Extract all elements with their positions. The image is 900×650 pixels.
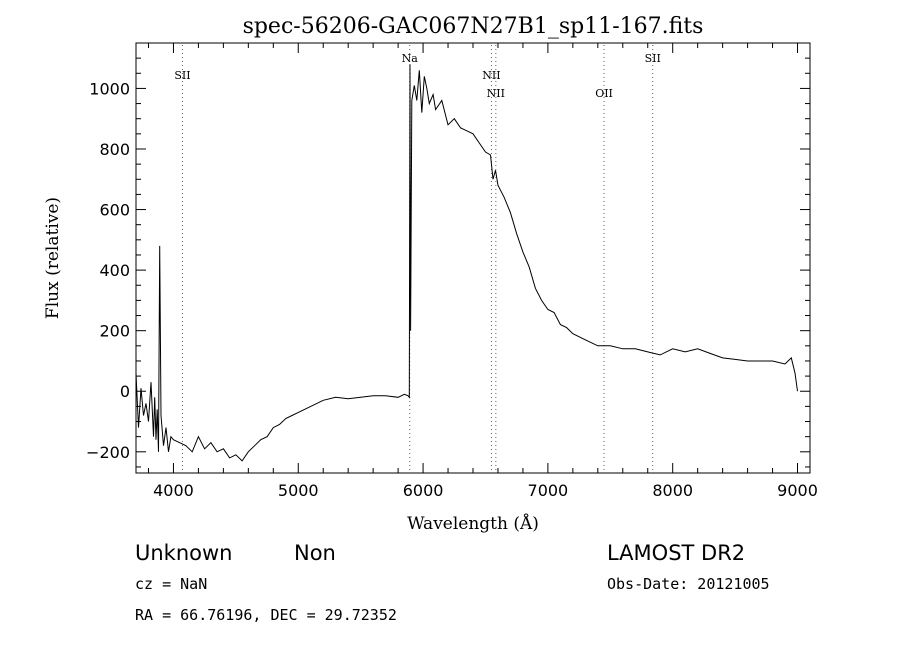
y-tick-label: 400 xyxy=(99,261,130,280)
spectral-line-label: NII xyxy=(482,69,500,82)
obs-date-text: Obs-Date: 20121005 xyxy=(607,575,770,593)
survey-label: LAMOST DR2 xyxy=(607,541,745,565)
y-tick-label: 0 xyxy=(120,382,130,401)
spectral-line-label: NII xyxy=(487,87,505,100)
y-tick-label: 800 xyxy=(99,140,130,159)
x-tick-label: 7000 xyxy=(528,481,569,500)
spectral-line-label: OII xyxy=(595,87,613,100)
x-tick-label: 4000 xyxy=(153,481,194,500)
y-axis-title: Flux (relative) xyxy=(43,197,63,319)
y-tick-label: 600 xyxy=(99,201,130,220)
plot-frame xyxy=(135,42,811,474)
x-tick-label: 6000 xyxy=(403,481,444,500)
coords-text: RA = 66.76196, DEC = 29.72352 xyxy=(135,606,397,624)
y-tick-label: 1000 xyxy=(89,79,130,98)
x-tick-label: 5000 xyxy=(278,481,319,500)
spectral-line-label: SII xyxy=(645,52,661,65)
cz-text: cz = NaN xyxy=(135,575,207,593)
spectrum-series-line xyxy=(136,64,798,462)
subclass-label: Non xyxy=(294,541,336,565)
x-tick-label: 8000 xyxy=(652,481,693,500)
y-tick-label: −200 xyxy=(86,443,130,462)
spectral-line-label: SII xyxy=(174,69,190,82)
chart-title: spec-56206-GAC067N27B1_sp11-167.fits xyxy=(243,14,704,39)
spectral-line-label: Na xyxy=(402,52,419,65)
y-tick-label: 200 xyxy=(99,322,130,341)
class-label: Unknown xyxy=(135,541,232,565)
x-tick-label: 9000 xyxy=(777,481,818,500)
x-axis-title: Wavelength (Å) xyxy=(407,513,539,534)
